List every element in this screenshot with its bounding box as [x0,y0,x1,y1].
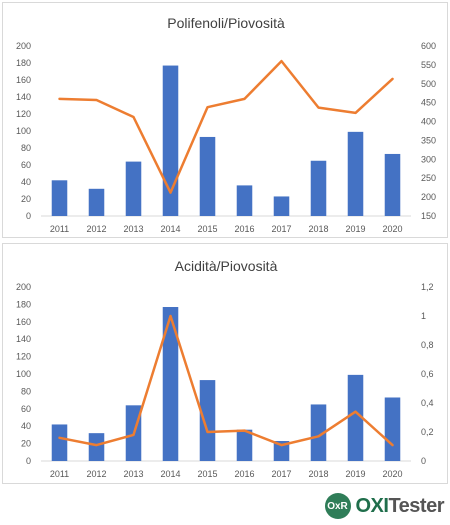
x-tick-label: 2015 [197,224,217,234]
x-tick-label: 2017 [271,224,291,234]
y2-tick-label: 0,8 [421,340,434,350]
bar [310,160,327,216]
y-tick-label: 100 [16,126,31,136]
x-tick-label: 2018 [308,224,328,234]
y-tick-label: 60 [21,160,31,170]
bar [199,380,216,461]
y-tick-label: 0 [26,456,31,466]
chart-title: Acidità/Piovosità [175,258,278,274]
bar [310,404,327,461]
y2-tick-label: 1,2 [421,282,434,292]
bar [88,433,105,461]
oxitester-logo: OxR OXI Tester [324,491,444,521]
y2-tick-label: 1 [421,311,426,321]
y2-tick-label: 200 [421,192,436,202]
y-tick-label: 80 [21,386,31,396]
y2-tick-label: 150 [421,211,436,221]
y-tick-label: 160 [16,317,31,327]
y-tick-label: 200 [16,41,31,51]
x-tick-label: 2013 [123,469,143,479]
x-tick-label: 2011 [50,469,69,479]
y-tick-label: 160 [16,75,31,85]
x-tick-label: 2018 [308,469,328,479]
y2-tick-label: 300 [421,154,436,164]
y-tick-label: 20 [21,439,31,449]
bar [51,424,68,461]
x-tick-label: 2011 [50,224,69,234]
y-tick-label: 20 [21,194,31,204]
brand-oxi: OXI [355,494,389,517]
y2-tick-label: 0,2 [421,427,434,437]
brand-tester: Tester [388,494,444,517]
x-tick-label: 2019 [345,224,365,234]
bar [347,374,364,461]
y2-tick-label: 600 [421,41,436,51]
bar [347,131,364,216]
chart-svg: Acidità/Piovosità02040608010012014016018… [16,258,434,479]
series-line [58,59,394,194]
y-tick-label: 140 [16,334,31,344]
chart-polifenoli-piovosita: Polifenoli/Piovosità 0 20 40 60 80 100 120 140 16… [2,2,448,238]
y2-tick-label: 500 [421,79,436,89]
y-tick-label: 40 [21,421,31,431]
bar [51,180,68,216]
x-tick-label: 2012 [86,469,106,479]
y2-tick-label: 0,6 [421,369,434,379]
x-tick-label: 2020 [382,469,402,479]
bar [273,196,290,216]
bar [273,440,290,461]
y2-tick-label: 0 [421,456,426,466]
series-line [58,314,394,447]
x-tick-label: 2016 [234,469,254,479]
y2-tick-label: 550 [421,60,436,70]
y2-tick-label: 450 [421,98,436,108]
bar [88,188,105,216]
y-tick-label: 100 [16,369,31,379]
x-tick-label: 2019 [345,469,365,479]
y2-tick-label: 0,4 [421,398,434,408]
x-tick-label: 2016 [234,224,254,234]
y2-tick-label: 350 [421,135,436,145]
chart-svg: Polifenoli/Piovosità 0 20 40 60 80 100 120 140 16… [16,15,436,234]
y-tick-label: 200 [16,282,31,292]
x-tick-label: 2014 [160,224,180,234]
bar [384,153,401,216]
y-tick-label: 0 [26,211,31,221]
bar [125,161,142,216]
bar [236,429,253,461]
chart-acidita-piovosita: Acidità/Piovosità 0 20 40 60 80 100 120 140 160 18… [2,243,448,484]
y-tick-label: 80 [21,143,31,153]
bar [162,307,179,461]
footer: OxR OXI Tester [0,488,450,525]
y2-tick-label: 250 [421,173,436,183]
y-tick-label: 180 [16,299,31,309]
x-tick-label: 2013 [123,224,143,234]
x-tick-label: 2020 [382,224,402,234]
bar [236,185,253,216]
y-tick-label: 140 [16,92,31,102]
y-tick-label: 60 [21,404,31,414]
bar [199,136,216,216]
chart-title: Polifenoli/Piovosità [167,15,285,31]
x-tick-label: 2012 [86,224,106,234]
x-tick-label: 2015 [197,469,217,479]
y2-tick-label: 400 [421,117,436,127]
oxitester-logo-icon: OxR [324,493,351,519]
bar [162,65,179,216]
y-tick-label: 180 [16,58,31,68]
y-tick-label: 40 [21,177,31,187]
bar [384,397,401,461]
y-tick-label: 120 [16,109,31,119]
y-tick-label: 120 [16,352,31,362]
x-tick-label: 2017 [271,469,291,479]
x-tick-label: 2014 [160,469,180,479]
